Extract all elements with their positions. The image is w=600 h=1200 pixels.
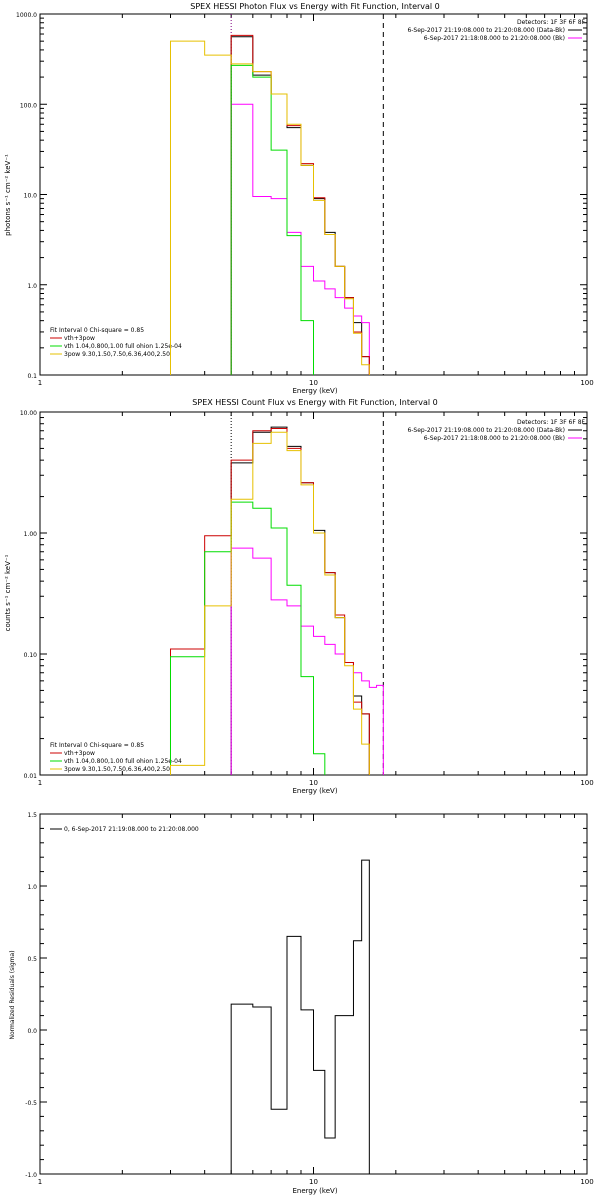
y-tick-label: 1.5: [27, 812, 37, 819]
photon-flux-title: SPEX HESSI Photon Flux vs Energy with Fi…: [190, 2, 440, 11]
x-tick-label: 100: [580, 1178, 593, 1186]
count-flux-ylabel: counts s⁻¹ cm⁻² keV⁻¹: [4, 554, 12, 631]
x-tick-label: 1: [38, 1178, 42, 1186]
series-line-2: [169, 428, 370, 775]
photon-flux-legend-title: Fit Interval 0 Chi-square = 0.85: [50, 327, 144, 334]
x-tick-label: 10: [309, 1178, 318, 1186]
y-tick-label: 1.00: [24, 531, 38, 538]
count-flux-info-3: 6-Sep-2017 21:18:08.000 to 21:20:08.000 …: [424, 435, 565, 442]
x-tick-label: 10: [309, 379, 318, 387]
count-flux-legend-label-2: vth 1.04,0.800,1.00 full ohion 1.25e-04: [64, 758, 182, 765]
series-line-0: [230, 36, 370, 375]
photon-flux-info-1: Detectors: 1F 3F 6F 8F: [517, 19, 586, 26]
count-flux-title: SPEX HESSI Count Flux vs Energy with Fit…: [192, 398, 437, 407]
y-tick-label: 1000.0: [16, 12, 37, 19]
series-line-3: [169, 501, 326, 775]
x-tick-label: 1: [38, 379, 42, 387]
y-tick-label: 1.0: [27, 884, 37, 891]
series-group: [230, 859, 370, 1174]
x-tick-label: 10: [309, 779, 318, 787]
y-tick-label: 10.0: [24, 193, 38, 200]
x-tick-label: 100: [580, 779, 593, 787]
x-tick-label: 100: [580, 379, 593, 387]
y-tick-label: 10.00: [20, 410, 37, 417]
photon-flux-legend-label-3: 3pow 9.30,1.50,7.50,6.36,400,2.50: [64, 351, 170, 358]
series-line-4: [169, 431, 370, 775]
residuals-ylabel: Normalized Residuals (sigma): [9, 950, 16, 1039]
series-line-0: [230, 859, 370, 1174]
photon-flux-legend-label-1: vth+3pow: [64, 335, 95, 342]
x-tick-label: 1: [38, 779, 42, 787]
photon-flux-panel: SPEX HESSI Photon Flux vs Energy with Fi…: [4, 2, 594, 395]
y-tick-label: 1.0: [27, 283, 37, 290]
residuals-legend: 0, 6-Sep-2017 21:19:08.000 to 21:20:08.0…: [64, 826, 199, 833]
y-tick-label: -1.0: [25, 1172, 37, 1179]
series-line-3: [230, 64, 314, 375]
series-group: [169, 14, 384, 375]
y-tick-label: 100.0: [20, 102, 37, 109]
y-tick-label: -0.5: [25, 1100, 37, 1107]
count-flux-info-2: 6-Sep-2017 21:19:08.000 to 21:20:08.000 …: [407, 427, 565, 434]
count-flux-info-1: Detectors: 1F 3F 6F 8F: [517, 419, 586, 426]
plot-frame: [39, 813, 588, 1175]
photon-flux-ylabel: photons s⁻¹ cm⁻² keV⁻¹: [4, 154, 12, 236]
y-tick-label: 0.01: [24, 773, 38, 780]
count-flux-legend-label-3: 3pow 9.30,1.50,7.50,6.36,400,2.50: [64, 766, 170, 773]
series-group: [169, 412, 384, 775]
photon-flux-info-2: 6-Sep-2017 21:19:08.000 to 21:20:08.000 …: [407, 27, 565, 34]
series-line-1: [230, 103, 370, 375]
photon-flux-legend-label-2: vth 1.04,0.800,1.00 full ohion 1.25e-04: [64, 343, 182, 350]
photon-flux-info-3: 6-Sep-2017 21:18:08.000 to 21:20:08.000 …: [424, 35, 565, 42]
residuals-xlabel: Energy (keV): [292, 1187, 337, 1195]
y-tick-label: 0.0: [27, 1028, 37, 1035]
count-flux-xlabel: Energy (keV): [292, 787, 337, 795]
series-line-1: [230, 547, 384, 775]
y-tick-label: 0.10: [24, 652, 38, 659]
count-flux-panel: SPEX HESSI Count Flux vs Energy with Fit…: [4, 398, 594, 795]
count-flux-legend-label-1: vth+3pow: [64, 750, 95, 757]
y-tick-label: 0.1: [27, 373, 37, 380]
y-tick-label: 0.5: [27, 956, 37, 963]
series-line-0: [230, 426, 370, 775]
count-flux-legend-title: Fit Interval 0 Chi-square = 0.85: [50, 742, 144, 749]
photon-flux-xlabel: Energy (keV): [292, 387, 337, 395]
series-line-4: [169, 40, 370, 375]
residuals-panel: Energy (keV) Normalized Residuals (sigma…: [9, 812, 594, 1195]
